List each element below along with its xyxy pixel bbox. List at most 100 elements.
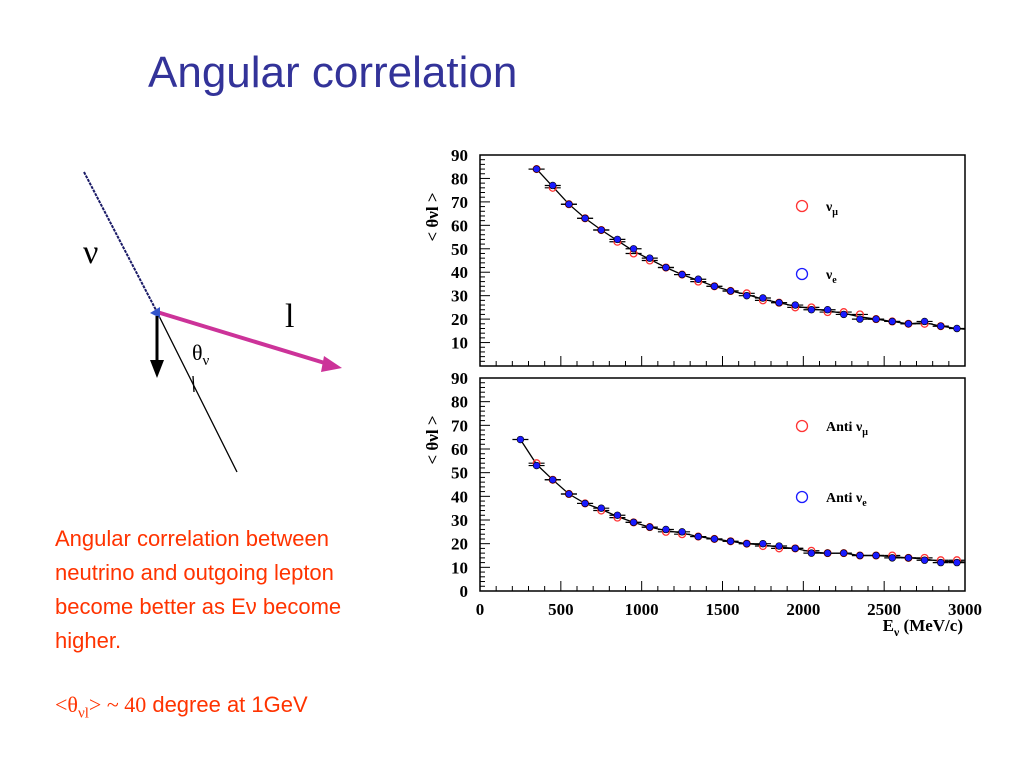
- y-tick-label: 50: [451, 240, 468, 259]
- data-point: [565, 490, 573, 498]
- data-point: [807, 306, 816, 314]
- recoil-arrow-head: [150, 360, 164, 378]
- data-point: [678, 270, 686, 279]
- neutrino-label: ν: [83, 234, 98, 271]
- angle-diagram: ν l θν: [83, 171, 342, 473]
- caption-line: higher.: [55, 628, 122, 653]
- data-point: [581, 499, 589, 508]
- data-point: [823, 306, 832, 314]
- data-point: [597, 226, 605, 234]
- legend-label-main: ν: [825, 200, 833, 215]
- y-tick-label: 20: [451, 535, 468, 554]
- note-tail: degree at 1GeV: [146, 692, 308, 717]
- data-point: [646, 254, 654, 262]
- data-point: [613, 235, 622, 244]
- lepton-arrow-head: [321, 356, 342, 372]
- angle-subscript: ν: [203, 353, 210, 369]
- neutrino-track: [83, 171, 158, 313]
- y-tick-label: 30: [451, 511, 468, 530]
- x-tick-label: 3000: [948, 600, 982, 619]
- data-point: [791, 544, 799, 553]
- caption-line: neutrino and outgoing lepton: [55, 560, 334, 585]
- data-point: [840, 549, 848, 557]
- y-tick-label: 10: [451, 558, 468, 577]
- data-point: [694, 532, 702, 541]
- data-point: [904, 554, 913, 562]
- vertex-marker: [150, 307, 160, 318]
- y-tick-label: 10: [451, 334, 468, 353]
- data-point: [840, 310, 848, 319]
- data-point: [888, 554, 896, 562]
- y-axis-title: < θνl >: [423, 192, 442, 241]
- data-point: [581, 214, 589, 223]
- data-point: [888, 317, 896, 326]
- y-tick-label: 30: [451, 287, 468, 306]
- data-point: [662, 525, 670, 534]
- angle-note: <θνl> ~ 40 degree at 1GeV: [55, 692, 308, 722]
- lepton-arrow-shaft: [156, 310, 329, 366]
- data-point: [953, 558, 961, 567]
- x-axis-title-sub: ν: [893, 625, 900, 639]
- legend-label: Anti νμ: [826, 420, 868, 438]
- legend-label-sub: e: [862, 498, 867, 509]
- series-2: Anti νe: [512, 435, 965, 567]
- note-left: <θ: [55, 692, 78, 717]
- y-tick-label: 90: [451, 369, 468, 388]
- y-tick-label: 0: [460, 582, 469, 601]
- y-tick-label: 60: [451, 216, 468, 235]
- data-point: [823, 549, 832, 557]
- data-point: [662, 263, 670, 272]
- data-point: [953, 324, 961, 333]
- data-point: [937, 322, 945, 330]
- y-tick-label: 70: [451, 416, 468, 435]
- data-point: [565, 200, 573, 208]
- data-point: [629, 518, 638, 527]
- caption-line: Angular correlation between: [55, 526, 329, 551]
- legend-label-main: Anti ν: [826, 420, 863, 435]
- data-point: [726, 537, 735, 545]
- y-tick-label: 70: [451, 193, 468, 212]
- x-tick-label: 0: [476, 600, 485, 619]
- legend-label-main: ν: [825, 268, 833, 283]
- y-tick-label: 80: [451, 169, 468, 188]
- x-tick-label: 500: [548, 600, 574, 619]
- chart-panel-2: 0 10 20 30 40 50 60 70 80 90 0 500 1000 1500 2000 2500 3…: [423, 369, 982, 639]
- data-point: [678, 528, 686, 536]
- data-point: [532, 165, 541, 173]
- data-point: [629, 245, 638, 253]
- legend-marker: [795, 490, 809, 504]
- data-point: [759, 539, 767, 548]
- note-sub: νl: [77, 705, 89, 722]
- data-point: [904, 320, 913, 328]
- y-tick-label: 60: [451, 440, 468, 459]
- x-tick-label: 2000: [786, 600, 820, 619]
- legend-label-sub: μ: [862, 427, 868, 438]
- data-point: [856, 315, 864, 323]
- data-point: [807, 549, 816, 557]
- data-point: [597, 504, 605, 512]
- y-tick-label: 80: [451, 393, 468, 412]
- data-point: [710, 535, 719, 543]
- x-axis-title: Eν (MeV/c): [883, 616, 963, 639]
- data-point: [872, 551, 880, 560]
- data-point: [532, 461, 541, 470]
- lepton-label: l: [285, 298, 294, 335]
- data-point: [775, 542, 783, 550]
- data-point: [726, 287, 735, 295]
- data-point: [791, 301, 799, 309]
- data-point: [856, 551, 864, 560]
- data-point: [743, 291, 751, 300]
- series-1: νμ: [528, 165, 949, 331]
- data-point: [646, 523, 654, 531]
- angle-tick: [192, 375, 195, 393]
- x-axis-title-unit: (MeV/c): [899, 616, 963, 635]
- data-point: [920, 556, 929, 564]
- y-tick-label: 20: [451, 310, 468, 329]
- data-point: [549, 181, 557, 190]
- legend-label: Anti νe: [826, 491, 867, 509]
- legend-label: νe: [825, 268, 837, 286]
- legend-label: νμ: [825, 200, 838, 218]
- angle-symbol: θ: [192, 340, 203, 365]
